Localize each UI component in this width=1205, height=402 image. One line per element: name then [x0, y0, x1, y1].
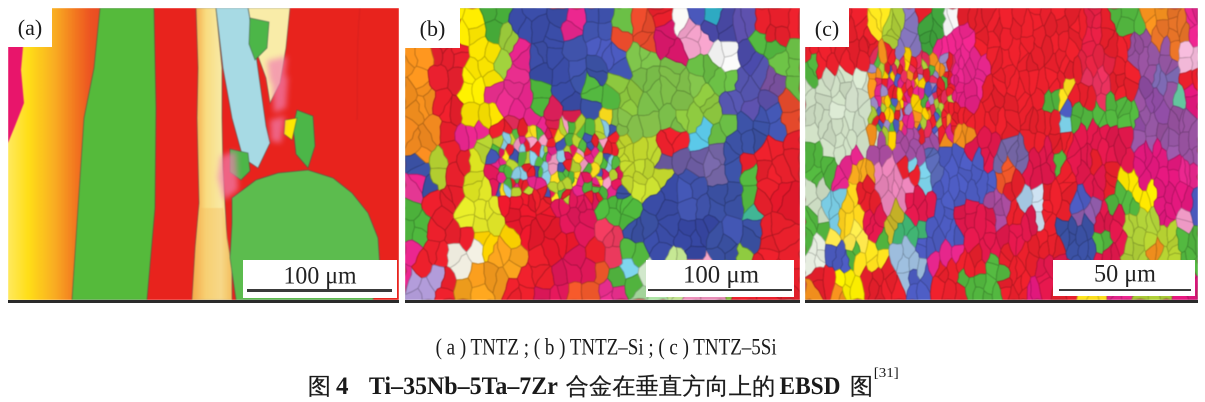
svg-text:4: 4 — [336, 373, 349, 400]
svg-text:EBSD: EBSD — [780, 373, 841, 400]
svg-text:Ti–35Nb–5Ta–7Zr: Ti–35Nb–5Ta–7Zr — [369, 373, 558, 400]
svg-text:50 μm: 50 μm — [1094, 261, 1157, 288]
svg-text:( a ) TNTZ ; ( b ) TNTZ–Si ; (: ( a ) TNTZ ; ( b ) TNTZ–Si ; ( c ) TNTZ–… — [436, 335, 777, 360]
svg-text:100 μm: 100 μm — [683, 262, 760, 289]
svg-text:100 μm: 100 μm — [284, 263, 358, 290]
svg-text:[31]: [31] — [874, 366, 899, 381]
